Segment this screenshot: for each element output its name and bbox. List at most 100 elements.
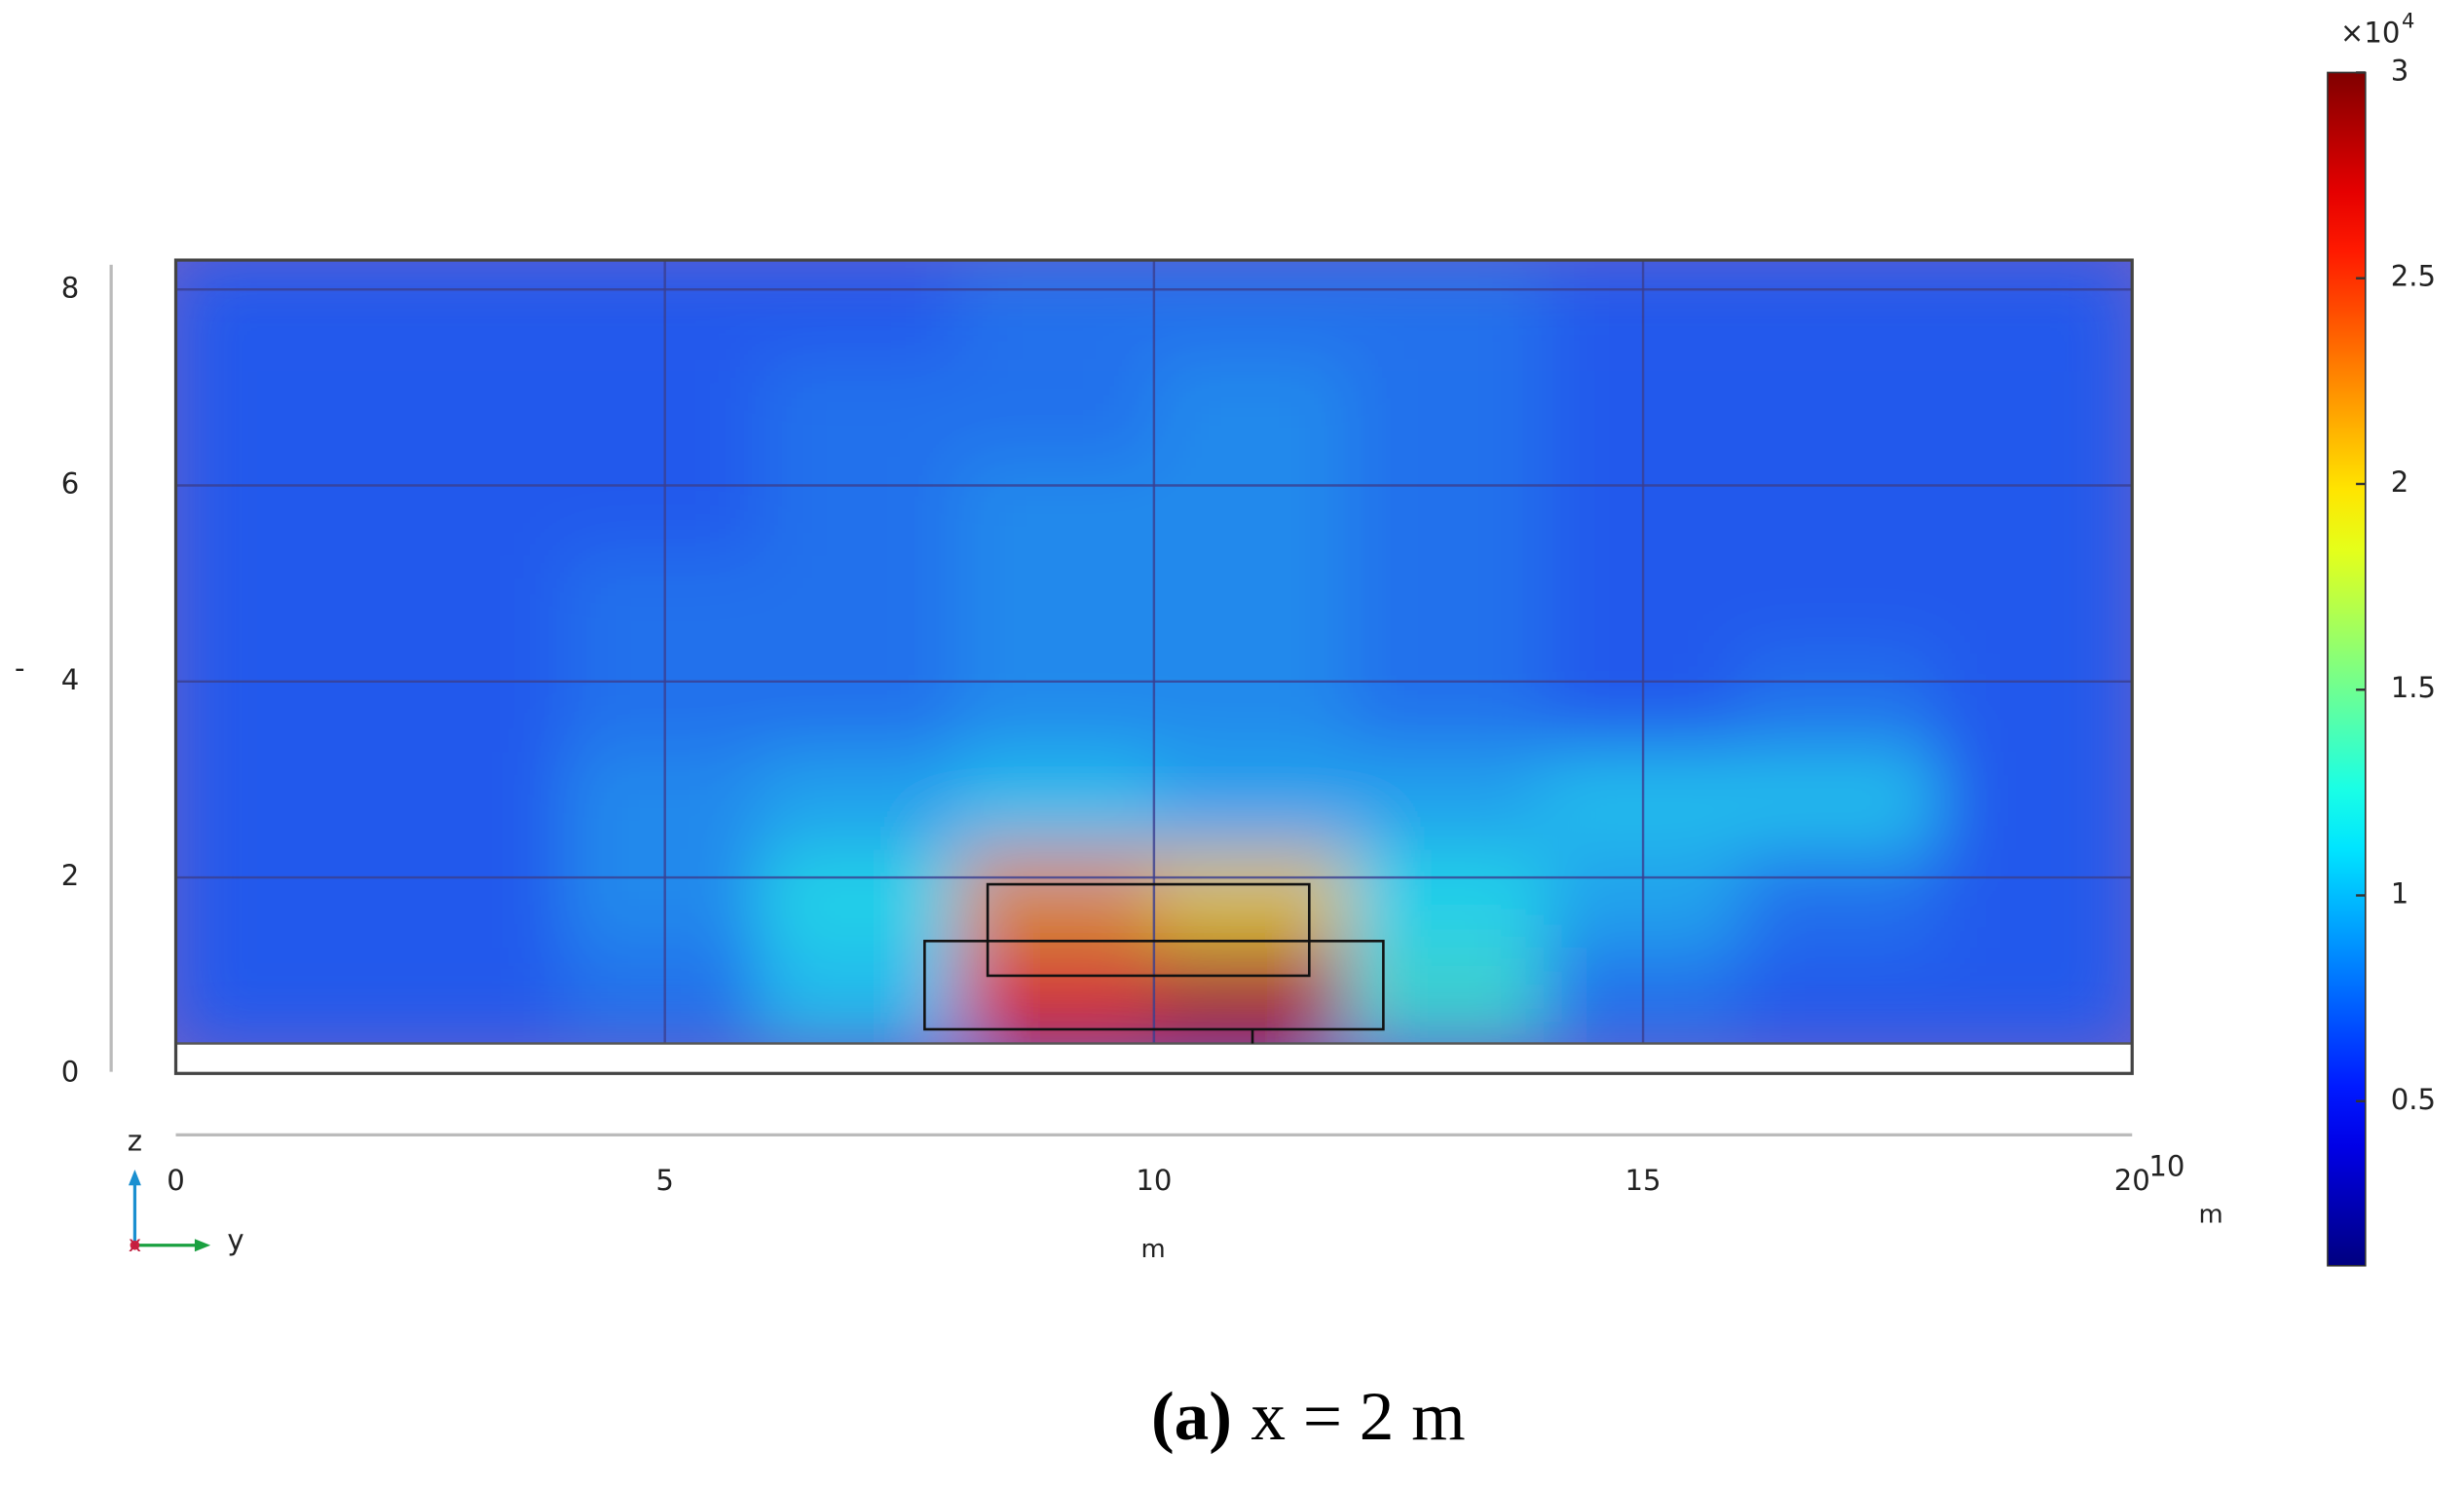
heat-cell (369, 260, 569, 360)
heat-cell (761, 650, 960, 752)
triad-arrow (194, 1239, 211, 1252)
x-tick-label: 10 (1136, 1164, 1172, 1197)
heat-cell (956, 454, 1156, 556)
heat-cell (956, 260, 1156, 360)
y-tick-label: 4 (61, 663, 80, 696)
heat-cell (1152, 650, 1352, 752)
y-tick-label: 2 (61, 859, 80, 892)
heat-cell (175, 846, 374, 949)
heat-cell (1934, 454, 2133, 556)
heat-cell (175, 650, 374, 752)
heat-cell (1152, 748, 1352, 850)
heat-cell (761, 454, 960, 556)
x-exponent: 10 (2148, 1149, 2184, 1182)
heat-cell (1934, 944, 2133, 1044)
colorbar-multiplier: ×10 (2340, 17, 2400, 50)
caption-panel: (a) (1151, 1379, 1232, 1455)
heat-cell (956, 846, 1156, 949)
colorbar-tick-label: 2 (2391, 465, 2409, 499)
heat-cell (956, 944, 1156, 1044)
heat-cell (1934, 356, 2133, 458)
heat-cell (956, 650, 1156, 752)
heat-cell (1348, 846, 1548, 949)
heat-cell (1934, 846, 2133, 949)
heat-cell (1934, 650, 2133, 752)
heat-cell (1738, 748, 1938, 850)
heat-cell (175, 356, 374, 458)
colorbar-tick-label: 1.5 (2391, 671, 2436, 704)
heat-cell (1348, 454, 1548, 556)
heat-cell (761, 748, 960, 850)
floor-strip (174, 1042, 2134, 1075)
heat-cell (175, 260, 374, 360)
heat-cell (1348, 944, 1548, 1044)
heat-cell (761, 944, 960, 1044)
heat-cell (1738, 650, 1938, 752)
x-axis-label: m (1140, 1235, 1165, 1264)
heat-cell (1152, 260, 1352, 360)
heat-cell (1348, 650, 1548, 752)
heat-cell (1738, 944, 1938, 1044)
y-tick-label: 0 (61, 1055, 80, 1088)
colorbar-tick-label: 1 (2391, 877, 2409, 911)
heat-cell (1348, 748, 1548, 850)
heat-cell (175, 748, 374, 850)
heat-cell (1934, 260, 2133, 360)
triad-origin (130, 1240, 140, 1250)
x-exponent-unit: m (2199, 1200, 2223, 1229)
heat-cell (369, 552, 569, 654)
geometry-box (986, 882, 1311, 978)
x-tick-label: 15 (1625, 1164, 1661, 1197)
heat-cell (369, 846, 569, 949)
heat-cell (956, 356, 1156, 458)
y-axis-label: - (15, 651, 25, 685)
colorbar (2327, 71, 2367, 1267)
heat-cell (761, 356, 960, 458)
heat-cell (369, 356, 569, 458)
heat-cell (175, 552, 374, 654)
colorbar-tick-label: 0.5 (2391, 1083, 2436, 1116)
heat-cell (1152, 846, 1352, 949)
heat-cell (1348, 356, 1548, 458)
geometry-box (923, 940, 1385, 1031)
heat-cell (1738, 260, 1938, 360)
heat-cell (369, 650, 569, 752)
heat-cell (761, 260, 960, 360)
heat-cell (1152, 454, 1352, 556)
triad-label: x (129, 1232, 141, 1257)
x-tick-label: 20 (2114, 1164, 2150, 1197)
heat-cell (369, 944, 569, 1044)
heat-cell (761, 552, 960, 654)
heat-cell (956, 748, 1156, 850)
heat-cell (956, 552, 1156, 654)
heat-cell (1738, 356, 1938, 458)
heat-cell (1738, 846, 1938, 949)
y-tick-label: 8 (61, 271, 80, 304)
heat-cell (761, 846, 960, 949)
heat-cell (1348, 260, 1548, 360)
heat-cell (1934, 552, 2133, 654)
heat-cell (369, 748, 569, 850)
heat-cell (1152, 944, 1352, 1044)
heat-cell (1152, 356, 1352, 458)
triad-label: z (128, 1125, 142, 1158)
heat-cell (1348, 552, 1548, 654)
heat-cell (175, 944, 374, 1044)
heat-cell (175, 454, 374, 556)
colorbar-exponent: 4 (2402, 9, 2414, 33)
colorbar-tick-label: 3 (2391, 54, 2409, 87)
x-tick-label: 5 (655, 1164, 674, 1197)
heat-cell (1738, 454, 1938, 556)
colorbar-tick-label: 2.5 (2391, 260, 2436, 293)
heat-cell (1152, 552, 1352, 654)
heat-cell (369, 454, 569, 556)
plot-frame (173, 258, 2134, 1075)
triad-label: y (227, 1223, 243, 1256)
heat-cell (1738, 552, 1938, 654)
y-tick-label: 6 (61, 467, 80, 501)
caption-text: x = 2 m (1251, 1379, 1465, 1455)
x-tick-label: 0 (167, 1164, 185, 1197)
triad-arrow (128, 1170, 141, 1186)
